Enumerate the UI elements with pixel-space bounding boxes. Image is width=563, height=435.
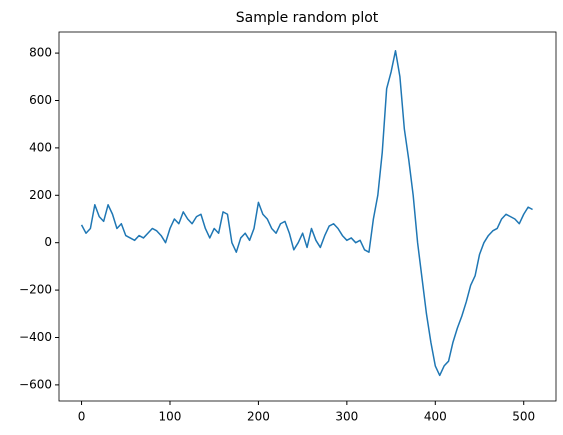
y-tick-label: −600 <box>19 377 52 391</box>
y-tick-label: −200 <box>19 283 52 297</box>
y-tick-label: 600 <box>29 93 52 107</box>
y-tick-label: 800 <box>29 46 52 60</box>
x-tick-label: 200 <box>247 410 270 424</box>
plot-frame <box>58 31 557 402</box>
x-tick-label: 400 <box>424 410 447 424</box>
x-tick-label: 0 <box>78 410 86 424</box>
chart-title: Sample random plot <box>236 10 379 26</box>
line-series <box>80 49 533 377</box>
x-tick-label: 100 <box>159 410 182 424</box>
y-tick-label: 400 <box>29 140 52 154</box>
y-tick-label: −400 <box>19 330 52 344</box>
y-tick-label: 200 <box>29 188 52 202</box>
y-tick-label: 0 <box>44 235 52 249</box>
x-tick-label: 300 <box>335 410 358 424</box>
x-tick-label: 500 <box>512 410 535 424</box>
